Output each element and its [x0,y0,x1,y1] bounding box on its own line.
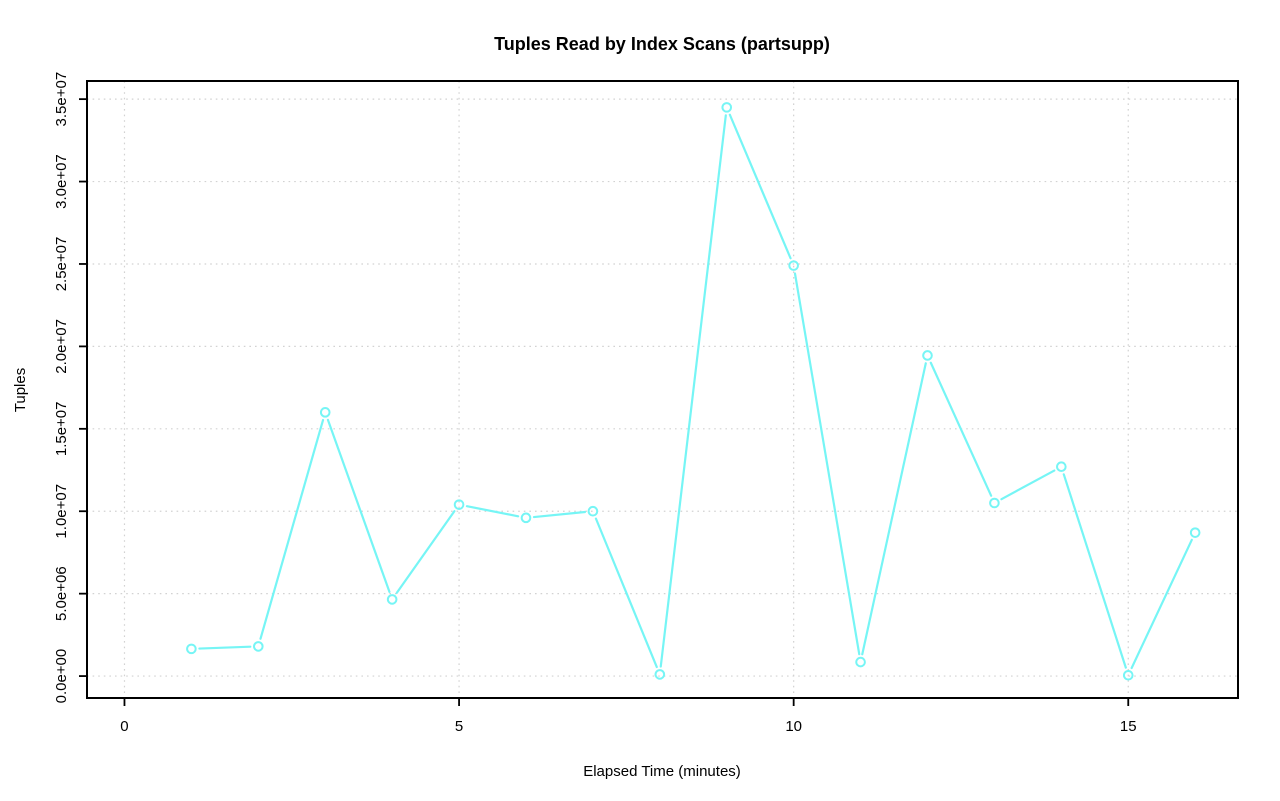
y-tick-label: 1.5e+07 [53,401,70,456]
x-tick-label: 15 [1120,718,1137,735]
line-segment [532,510,587,519]
chart-title: Tuples Read by Index Scans (partsupp) [494,34,830,54]
line-segment [465,505,520,518]
data-point-marker [855,656,866,668]
line-segment [861,362,927,656]
line-segment [1130,538,1193,670]
line-segment [259,418,325,640]
data-point-marker [386,594,398,605]
line-segment [594,517,658,669]
y-axis-label: Tuples [12,368,29,412]
y-tick-label: 5.0e+06 [53,566,70,621]
data-point-marker [453,499,465,510]
data-point-marker [319,407,331,418]
line-segment [1062,473,1127,669]
y-tick-label: 1.0e+07 [53,484,70,539]
x-tick-label: 5 [455,718,463,735]
line-segment [395,510,456,594]
line-segment [659,114,727,668]
data-point-marker [520,512,532,524]
y-tick-label: 2.5e+07 [53,237,70,292]
x-tick-label: 10 [785,718,802,735]
data-point-marker [1122,669,1134,681]
grid-lines [87,81,1238,698]
x-axis-label: Elapsed Time (minutes) [583,763,741,780]
data-point-marker [1189,527,1201,538]
y-tick-label: 3.5e+07 [53,72,70,127]
y-tick-label: 2.0e+07 [53,319,70,374]
data-point-marker [654,669,666,680]
line-segment [198,645,252,650]
data-point-marker [721,102,733,113]
x-tick-label: 0 [120,718,128,735]
y-tick-label: 3.0e+07 [53,154,70,209]
axes: 0 5 10 15 0.0e+00 5.0e+06 1.0e+07 1.5e+07 2.0e+0… [53,72,1239,735]
line-segment [1000,469,1056,501]
line-segment [728,113,792,260]
data-point-marker [186,643,197,655]
data-point-marker [1056,461,1067,473]
line-segment [793,272,861,656]
y-tick-label: 0.0e+00 [53,649,70,704]
data-point-marker [788,260,799,271]
data-series [186,102,1201,681]
line-segment [326,418,391,593]
data-point-marker [989,497,1000,509]
data-point-marker [253,641,264,652]
data-point-marker [587,505,599,517]
line-segment [929,361,993,497]
data-point-marker [922,350,933,361]
plot-border [86,80,1239,699]
